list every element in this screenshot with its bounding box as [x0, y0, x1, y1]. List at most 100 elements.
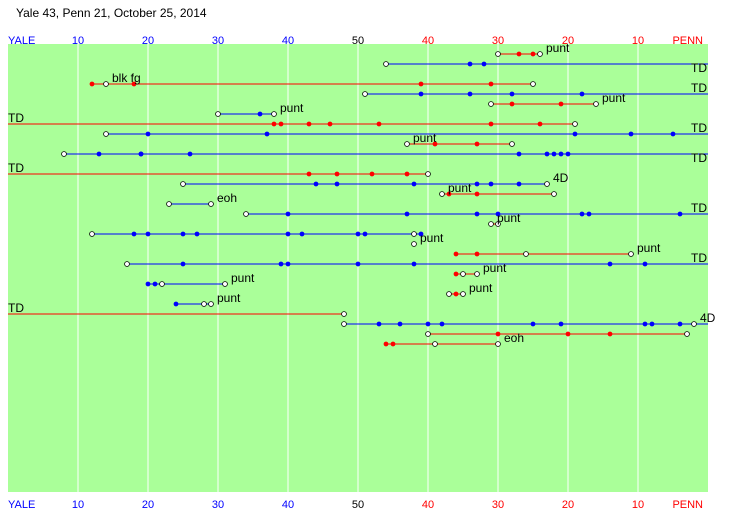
- play-point: [187, 151, 193, 157]
- play-point: [642, 321, 648, 327]
- drive-result-label: TD: [8, 301, 24, 315]
- play-point: [474, 141, 480, 147]
- play-point: [530, 81, 536, 87]
- play-point: [145, 231, 151, 237]
- play-point: [628, 131, 634, 137]
- play-point: [509, 101, 515, 107]
- bottom-tick-label: 30: [212, 499, 224, 511]
- play-point: [481, 61, 487, 67]
- drive-penn: punt: [495, 41, 570, 57]
- play-point: [670, 131, 676, 137]
- drive-result-label: TD: [691, 201, 707, 215]
- bottom-tick-label: 50: [352, 499, 364, 511]
- play-point: [425, 171, 431, 177]
- bottom-tick-label: YALE: [8, 499, 35, 511]
- play-point: [474, 271, 480, 277]
- play-point: [572, 121, 578, 127]
- play-point: [418, 91, 424, 97]
- top-tick-label: 40: [422, 35, 434, 47]
- play-point: [411, 181, 417, 187]
- play-point: [131, 81, 137, 87]
- drive-penn: punt: [488, 91, 626, 107]
- top-tick-label: 20: [562, 35, 574, 47]
- drive-result-label: eoh: [217, 191, 237, 205]
- play-point: [439, 321, 445, 327]
- drive-result-label: TD: [8, 161, 24, 175]
- drive-yale: 4D: [341, 311, 716, 327]
- play-point: [684, 331, 690, 337]
- play-point: [418, 231, 424, 237]
- play-point: [376, 321, 382, 327]
- play-point: [61, 151, 67, 157]
- drive-result-label: TD: [691, 251, 707, 265]
- drive-result-label: 4D: [700, 311, 716, 325]
- play-point: [418, 81, 424, 87]
- play-point: [264, 131, 270, 137]
- play-point: [593, 101, 599, 107]
- play-point: [145, 131, 151, 137]
- drive-result-label: punt: [602, 91, 626, 105]
- drive-penn: blk fg: [89, 71, 536, 87]
- drive-result-label: punt: [483, 261, 507, 275]
- drive-result-label: TD: [691, 121, 707, 135]
- play-point: [327, 121, 333, 127]
- play-point: [446, 291, 452, 297]
- top-tick-label: 30: [212, 35, 224, 47]
- drive-yale: TD: [124, 251, 708, 267]
- play-point: [152, 281, 158, 287]
- drive-result-label: punt: [413, 131, 437, 145]
- play-point: [474, 181, 480, 187]
- play-point: [642, 261, 648, 267]
- play-point: [369, 171, 375, 177]
- play-point: [558, 101, 564, 107]
- drive-result-label: punt: [637, 241, 661, 255]
- drive-result-label: punt: [448, 181, 472, 195]
- play-point: [649, 321, 655, 327]
- play-point: [558, 151, 564, 157]
- play-point: [285, 231, 291, 237]
- play-point: [397, 321, 403, 327]
- play-point: [355, 261, 361, 267]
- play-point: [579, 91, 585, 97]
- drive-yale: punt: [173, 291, 241, 307]
- play-point: [488, 101, 494, 107]
- drive-result-label: punt: [217, 291, 241, 305]
- play-point: [411, 261, 417, 267]
- drive-penn: punt: [404, 131, 515, 147]
- play-point: [257, 111, 263, 117]
- play-point: [537, 51, 543, 57]
- drive-result-label: punt: [546, 41, 570, 55]
- play-point: [544, 181, 550, 187]
- play-point: [383, 341, 389, 347]
- play-point: [495, 331, 501, 337]
- play-point: [103, 81, 109, 87]
- drive-penn: [425, 331, 690, 337]
- play-point: [383, 61, 389, 67]
- play-point: [404, 211, 410, 217]
- play-point: [285, 211, 291, 217]
- play-point: [173, 301, 179, 307]
- play-point: [334, 171, 340, 177]
- play-point: [628, 251, 634, 257]
- drive-result-label: 4D: [553, 171, 569, 185]
- play-point: [495, 51, 501, 57]
- drive-yale: punt: [411, 231, 444, 247]
- top-tick-label: YALE: [8, 35, 35, 47]
- drive-penn: punt: [488, 211, 521, 227]
- play-point: [285, 261, 291, 267]
- play-point: [537, 121, 543, 127]
- play-point: [89, 231, 95, 237]
- play-point: [208, 201, 214, 207]
- play-point: [208, 301, 214, 307]
- bottom-tick-label: 10: [72, 499, 84, 511]
- drive-penn: punt: [453, 241, 661, 257]
- play-point: [530, 321, 536, 327]
- play-point: [474, 191, 480, 197]
- play-point: [376, 121, 382, 127]
- play-point: [495, 221, 501, 227]
- play-point: [460, 291, 466, 297]
- drive-result-label: TD: [691, 151, 707, 165]
- drive-penn: eoh: [383, 331, 524, 347]
- play-point: [89, 81, 95, 87]
- drive-result-label: blk fg: [112, 71, 141, 85]
